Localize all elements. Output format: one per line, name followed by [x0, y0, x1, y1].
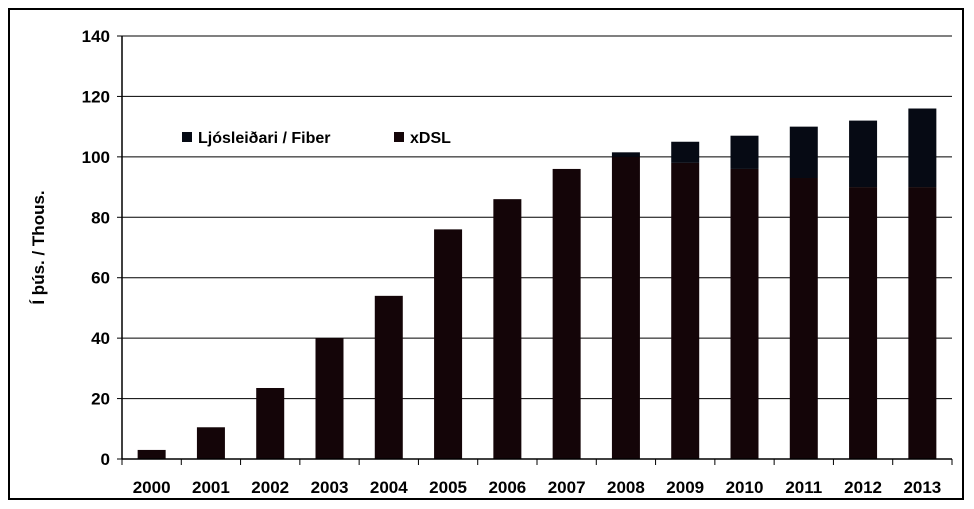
y-axis-ticks: 0 20 40 60 80 100 120 140 [82, 27, 122, 469]
x-tick-label: 2008 [607, 478, 645, 497]
bar-xdsl-2009 [671, 162, 700, 459]
legend-swatch [182, 132, 192, 142]
legend-label: xDSL [410, 130, 451, 147]
x-tick-label: 2003 [311, 478, 349, 497]
y-tick-label: 140 [82, 27, 110, 46]
bar-xdsl-2007 [552, 168, 581, 459]
bar-xdsl-2001 [196, 427, 225, 459]
bar-fiber-2013 [908, 108, 937, 188]
bar-xdsl-2013 [908, 187, 937, 460]
x-tick-label: 2010 [726, 478, 764, 497]
y-tick-label: 0 [101, 450, 110, 469]
y-tick-label: 100 [82, 148, 110, 167]
bar-xdsl-2005 [434, 229, 463, 459]
bar-xdsl-2010 [730, 168, 759, 459]
y-tick-label: 20 [91, 390, 110, 409]
bars [137, 108, 937, 460]
bar-fiber-2012 [849, 120, 878, 188]
bar-xdsl-2003 [315, 338, 344, 459]
x-axis-ticks: 2000 2001 2002 2003 2004 2005 2006 2007 2008 2009… [121, 459, 953, 497]
x-tick-label: 2011 [785, 478, 822, 497]
legend-swatch [394, 132, 404, 142]
chart-frame: 0 20 40 60 80 100 120 140 2000 2001 2002 2003 2004 2… [8, 8, 964, 500]
y-tick-label: 60 [91, 269, 110, 288]
legend: Ljósleiðari / Fiber xDSL [182, 130, 451, 147]
bar-xdsl-2012 [849, 187, 878, 460]
y-tick-label: 80 [91, 208, 110, 227]
bar-xdsl-2000 [137, 449, 166, 459]
x-tick-label: 2004 [370, 478, 408, 497]
gridlines [122, 35, 952, 400]
bar-fiber-2008 [611, 152, 640, 157]
x-tick-label: 2000 [133, 478, 171, 497]
bar-fiber-2011 [789, 126, 818, 179]
bar-xdsl-2006 [493, 199, 522, 459]
x-tick-label: 2002 [251, 478, 289, 497]
bar-xdsl-2011 [789, 178, 818, 459]
legend-label: Ljósleiðari / Fiber [198, 130, 330, 147]
y-tick-label: 120 [82, 87, 110, 106]
x-tick-label: 2013 [903, 478, 941, 497]
bar-xdsl-2008 [611, 156, 640, 459]
x-tick-label: 2001 [192, 478, 230, 497]
x-tick-label: 2012 [844, 478, 882, 497]
y-tick-label: 40 [91, 329, 110, 348]
x-tick-label: 2009 [666, 478, 704, 497]
x-tick-label: 2007 [548, 478, 586, 497]
y-axis-label: Í þús. / Thous. [29, 190, 48, 304]
bar-fiber-2010 [730, 135, 759, 169]
x-tick-label: 2005 [429, 478, 467, 497]
x-tick-label: 2006 [488, 478, 526, 497]
bar-fiber-2009 [671, 141, 700, 163]
bar-xdsl-2004 [374, 295, 403, 459]
axes [121, 36, 952, 460]
bar-xdsl-2002 [256, 387, 285, 459]
